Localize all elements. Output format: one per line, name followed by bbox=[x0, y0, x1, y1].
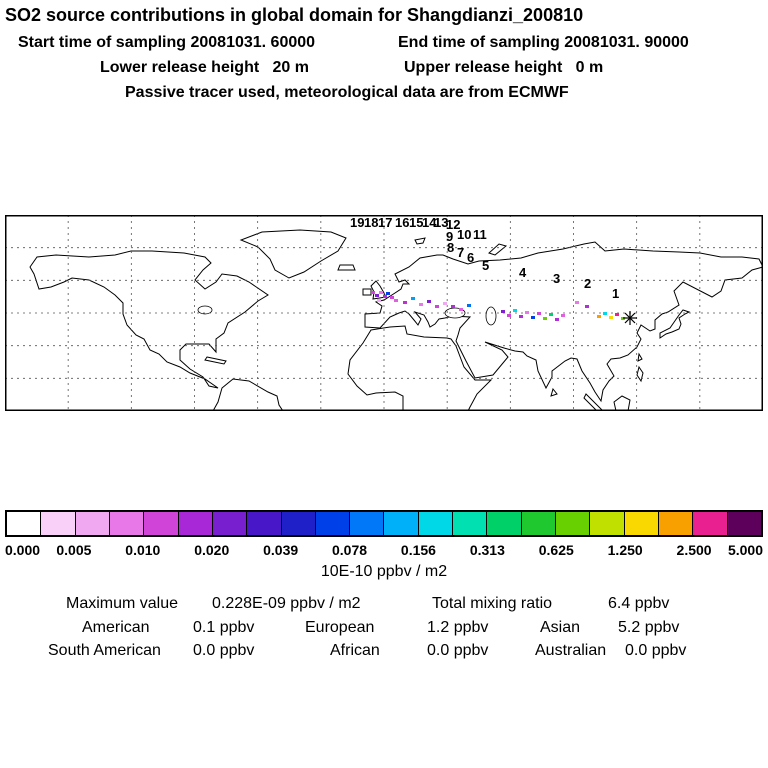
map-panel: 19 18 17 16 15 14 13 12 11 10 9 8 7 6 5 4 3 2 1 bbox=[5, 215, 764, 412]
colorbar-segment bbox=[624, 512, 659, 535]
grid-lines bbox=[5, 215, 763, 411]
map-border bbox=[5, 215, 763, 411]
svg-text:1: 1 bbox=[612, 286, 619, 301]
maximum-value-label: Maximum value bbox=[66, 595, 179, 612]
colorbar-segment bbox=[109, 512, 145, 535]
south-american-label: South American bbox=[48, 642, 161, 659]
european-value: 1.2 ppbv bbox=[427, 619, 489, 636]
svg-text:3: 3 bbox=[553, 271, 560, 286]
american-value: 0.1 ppbv bbox=[193, 619, 255, 636]
svg-text:14: 14 bbox=[422, 215, 437, 230]
south-american-value: 0.0 ppbv bbox=[193, 642, 255, 659]
colorbar-segment bbox=[247, 512, 282, 535]
colorbar-segment bbox=[75, 512, 110, 535]
colorbar-tick: 0.313 bbox=[469, 542, 505, 558]
maximum-value: 0.228E-09 ppbv / m2 bbox=[212, 595, 361, 612]
svg-text:6: 6 bbox=[467, 250, 474, 265]
svg-text:5: 5 bbox=[482, 258, 489, 273]
svg-text:9: 9 bbox=[446, 229, 453, 244]
svg-text:7: 7 bbox=[457, 245, 464, 260]
colorbar-tick: 0.010 bbox=[125, 542, 161, 558]
colorbar-segment bbox=[590, 512, 625, 535]
colorbar-tick: 2.500 bbox=[676, 542, 712, 558]
svg-text:11: 11 bbox=[473, 227, 487, 242]
asian-value: 5.2 ppbv bbox=[618, 619, 680, 636]
african-value: 0.0 ppbv bbox=[427, 642, 489, 659]
colorbar-unit: 10E-10 ppbv / m2 bbox=[320, 563, 448, 580]
colorbar-segment bbox=[144, 512, 179, 535]
colorbar-segment bbox=[487, 512, 522, 535]
svg-text:19: 19 bbox=[350, 215, 364, 230]
colorbar-segment bbox=[521, 512, 556, 535]
svg-text:16: 16 bbox=[395, 215, 409, 230]
colorbar-tick: 0.625 bbox=[538, 542, 574, 558]
sampling-end-text: End time of sampling 20081031. 90000 bbox=[398, 34, 689, 51]
colorbar-tick: 0.005 bbox=[56, 542, 92, 558]
colorbar-segment bbox=[212, 512, 248, 535]
colorbar-segment bbox=[41, 512, 76, 535]
colorbar-segment bbox=[693, 512, 728, 535]
svg-text:15: 15 bbox=[409, 215, 423, 230]
colorbar-tick: 0.078 bbox=[332, 542, 368, 558]
continent-outlines bbox=[29, 229, 764, 412]
svg-text:2: 2 bbox=[584, 276, 591, 291]
caspian-sea bbox=[485, 306, 497, 326]
colorbar bbox=[5, 510, 763, 537]
colorbar-tick: 0.000 bbox=[5, 542, 41, 558]
lower-release-height-text: Lower release height 20 m bbox=[100, 59, 309, 76]
colorbar-ticks: 0.000 0.005 0.010 0.020 0.039 0.078 0.156 0.313… bbox=[5, 542, 763, 560]
colorbar-segment bbox=[418, 512, 454, 535]
total-mixing-ratio-label: Total mixing ratio bbox=[432, 595, 553, 612]
asian-label: Asian bbox=[540, 619, 581, 636]
african-label: African bbox=[330, 642, 380, 659]
colorbar-segment bbox=[384, 512, 419, 535]
total-mixing-ratio-value: 6.4 ppbv bbox=[608, 595, 670, 612]
colorbar-segment bbox=[556, 512, 591, 535]
colorbar-segment bbox=[281, 512, 316, 535]
colorbar-tick: 0.020 bbox=[194, 542, 230, 558]
svg-text:4: 4 bbox=[519, 265, 527, 280]
colorbar-segment bbox=[315, 512, 351, 535]
tracer-note-text: Passive tracer used, meteorological data… bbox=[125, 84, 569, 101]
upper-release-height-text: Upper release height 0 m bbox=[404, 59, 604, 76]
colorbar-tick: 5.000 bbox=[727, 542, 763, 558]
australian-value: 0.0 ppbv bbox=[625, 642, 687, 659]
american-label: American bbox=[82, 619, 150, 636]
sampling-start-text: Start time of sampling 20081031. 60000 bbox=[18, 34, 316, 51]
colorbar-segment bbox=[178, 512, 213, 535]
colorbar-tick: 0.156 bbox=[400, 542, 436, 558]
australian-label: Australian bbox=[535, 642, 607, 659]
svg-text:10: 10 bbox=[457, 227, 471, 242]
svg-text:13: 13 bbox=[434, 215, 448, 230]
svg-text:18: 18 bbox=[364, 215, 378, 230]
figure-title: SO2 source contributions in global domai… bbox=[5, 5, 584, 25]
colorbar-segment bbox=[7, 512, 42, 535]
colorbar-segment bbox=[658, 512, 694, 535]
colorbar-segment bbox=[350, 512, 385, 535]
great-lakes bbox=[197, 305, 213, 315]
colorbar-segment bbox=[453, 512, 488, 535]
european-label: European bbox=[305, 619, 375, 636]
svg-text:8: 8 bbox=[447, 240, 454, 255]
colorbar-segment bbox=[727, 512, 761, 535]
svg-text:17: 17 bbox=[378, 215, 392, 230]
colorbar-tick: 1.250 bbox=[607, 542, 643, 558]
svg-text:12: 12 bbox=[446, 217, 460, 232]
station-marker-icon bbox=[623, 311, 637, 325]
colorbar-tick: 0.039 bbox=[263, 542, 299, 558]
